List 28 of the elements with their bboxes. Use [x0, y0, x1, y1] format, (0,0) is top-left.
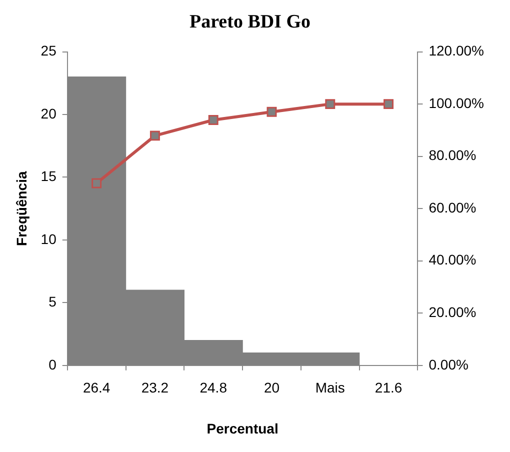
y-tick-label: 25 [40, 42, 57, 59]
x-axis-title: Percentual [206, 420, 278, 436]
x-tick-label: 23.2 [141, 380, 169, 396]
x-tick-label: Mais [315, 380, 345, 396]
y2-tick-label: 120.00% [428, 42, 484, 59]
y-tick-label: 0 [48, 356, 57, 372]
y2-tick-label: 40.00% [428, 252, 476, 268]
point [92, 178, 102, 188]
point [208, 115, 218, 125]
x-tick-label: 26.4 [82, 380, 110, 396]
x-tick-label: 20 [264, 380, 280, 396]
x-tick-label: 21.6 [374, 380, 402, 396]
y2-tick-label: 0.00% [428, 356, 468, 372]
y-tick-label: 10 [40, 230, 57, 247]
y2-tick-label: 20.00% [428, 304, 476, 320]
point [384, 99, 394, 110]
point [266, 106, 277, 117]
point [325, 99, 336, 110]
y-axis-title: Freqüência [13, 171, 30, 246]
y2-tick-label: 100.00% [428, 94, 484, 111]
y2-tick-label: 60.00% [428, 199, 476, 216]
y2-tick-label: 80.00% [428, 147, 476, 164]
y-tick-label: 15 [40, 168, 57, 184]
x-tick-label: 24.8 [200, 380, 228, 396]
y-tick-label: 20 [40, 105, 57, 122]
y-tick-label: 5 [48, 294, 57, 310]
chart-title: Pareto BDI Go [189, 11, 311, 32]
point [150, 130, 160, 141]
